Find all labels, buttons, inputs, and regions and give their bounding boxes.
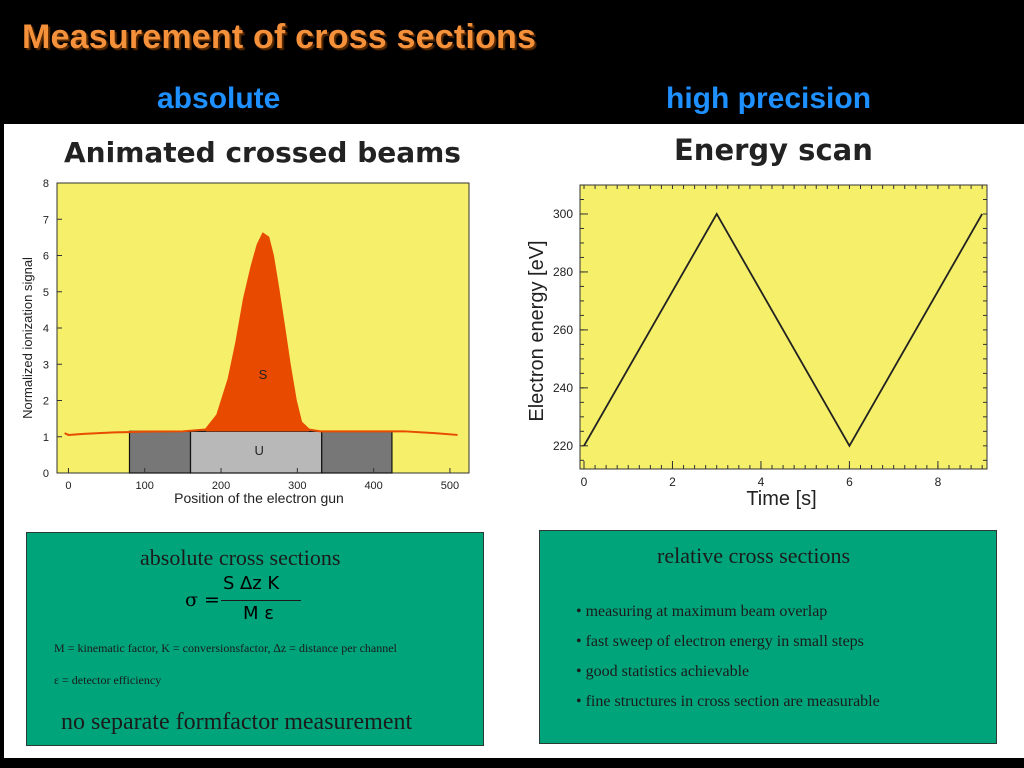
y-tick-label: 6 bbox=[43, 251, 49, 263]
plot-area bbox=[579, 184, 988, 470]
y-tick-label: 4 bbox=[43, 323, 49, 335]
signal-line bbox=[64, 232, 458, 436]
box-title: relative cross sections bbox=[657, 543, 851, 568]
annotation-u: U bbox=[254, 443, 263, 458]
x-tick-label: 200 bbox=[212, 480, 230, 492]
annotation-s: S bbox=[259, 367, 268, 382]
y-tick-label: 0 bbox=[43, 468, 49, 480]
definition-line: M = kinematic factor, K = conversionsfac… bbox=[54, 641, 397, 655]
x-tick-label: 2 bbox=[669, 475, 676, 489]
formula-denominator: M ε bbox=[243, 603, 274, 624]
left-chart-title: Animated crossed beams bbox=[64, 136, 461, 169]
energy-line bbox=[583, 212, 983, 448]
x-axis-label: Position of the electron gun bbox=[174, 490, 344, 506]
x-tick-label: 4 bbox=[758, 475, 765, 489]
box-footer: no separate formfactor measurement bbox=[61, 709, 413, 735]
absolute-cross-sections-box: absolute cross sections σ = S ∆z K M ε M… bbox=[26, 532, 484, 746]
cross-section-formula: σ = S ∆z K M ε bbox=[185, 573, 325, 628]
formula-numerator: S ∆z K bbox=[223, 573, 280, 594]
y-tick-label: 7 bbox=[43, 214, 49, 226]
formula-lhs: σ = bbox=[185, 589, 220, 611]
signal-peak-area bbox=[205, 233, 309, 432]
y-tick-label: 300 bbox=[553, 207, 573, 221]
x-tick-label: 8 bbox=[935, 475, 942, 489]
column-heading-high-precision: high precision bbox=[666, 82, 872, 115]
y-tick-label: 220 bbox=[553, 439, 573, 453]
y-tick-label: 3 bbox=[43, 359, 49, 371]
x-tick-label: 6 bbox=[846, 475, 853, 489]
y-tick-label: 5 bbox=[43, 287, 49, 299]
x-tick-label: 300 bbox=[288, 480, 306, 492]
bullet-item: • good statistics achievable bbox=[576, 663, 750, 680]
y-axis-label: Normalized ionization signal bbox=[20, 257, 35, 419]
x-tick-label: 100 bbox=[136, 480, 154, 492]
bullet-item: • fast sweep of electron energy in small… bbox=[576, 633, 864, 650]
gun-region-block bbox=[321, 430, 393, 474]
bullet-item: • measuring at maximum beam overlap bbox=[576, 603, 828, 620]
box-title: absolute cross sections bbox=[140, 545, 341, 570]
y-tick-label: 2 bbox=[43, 396, 49, 408]
definition-line: ε = detector efficiency bbox=[54, 673, 162, 687]
right-chart-title: Energy scan bbox=[674, 133, 873, 167]
y-tick-label: 8 bbox=[43, 178, 49, 190]
y-tick-label: 1 bbox=[43, 432, 49, 444]
x-tick-label: 0 bbox=[65, 480, 71, 492]
x-tick-label: 400 bbox=[364, 480, 382, 492]
x-tick-label: 500 bbox=[441, 480, 459, 492]
column-heading-absolute: absolute bbox=[157, 82, 281, 115]
bullet-item: • fine structures in cross section are m… bbox=[576, 693, 880, 710]
x-tick-label: 0 bbox=[581, 475, 588, 489]
relative-cross-sections-box: relative cross sections • measuring at m… bbox=[539, 530, 997, 744]
slide-title: Measurement of cross sections bbox=[22, 18, 537, 56]
x-axis-label: Time [s] bbox=[746, 488, 816, 510]
fraction-bar bbox=[221, 600, 301, 601]
y-tick-label: 280 bbox=[553, 265, 573, 279]
y-axis-label: Electron energy [eV] bbox=[526, 240, 548, 421]
y-tick-label: 240 bbox=[553, 381, 573, 395]
y-tick-label: 260 bbox=[553, 323, 573, 337]
